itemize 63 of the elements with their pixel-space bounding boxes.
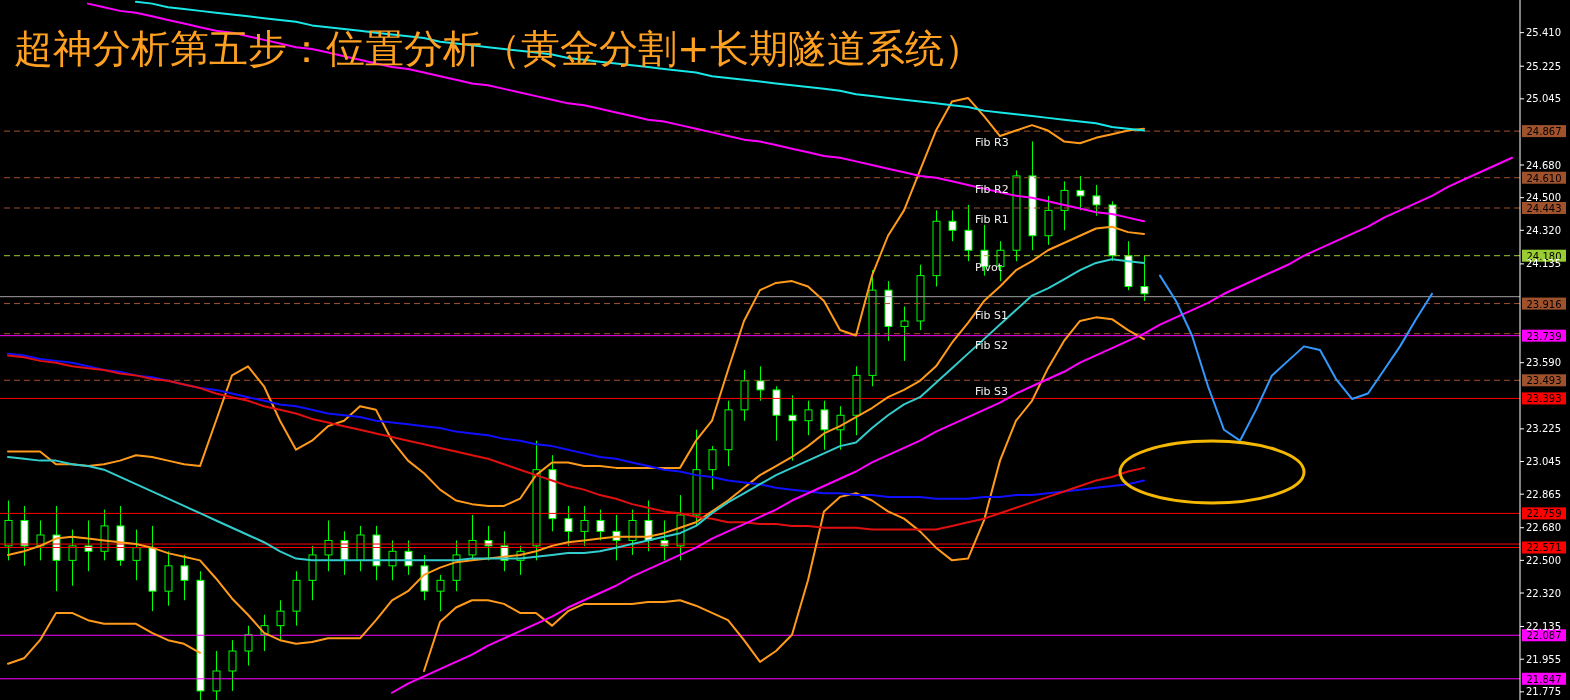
y-tick-label: 21.775 — [1526, 686, 1561, 698]
ref-line-label: 23.739 — [1526, 330, 1562, 342]
annotation: Fib S3 — [975, 385, 1009, 399]
candlestick — [1140, 255, 1149, 302]
annotation: Fib S2 — [975, 338, 1009, 352]
candlestick — [388, 539, 397, 581]
ref-line-label: 24.443 — [1526, 203, 1562, 215]
annotation: Fib R3 — [975, 136, 1009, 150]
y-tick-label: 22.865 — [1526, 488, 1561, 500]
y-tick-label: 21.955 — [1526, 653, 1561, 665]
candlestick — [964, 204, 973, 262]
ref-line-label: 22.571 — [1526, 542, 1562, 554]
candlestick — [1092, 184, 1101, 217]
candlestick — [756, 365, 765, 402]
y-tick-label: 24.320 — [1526, 224, 1561, 236]
line-series — [7, 352, 1145, 500]
ref-line-label: 24.610 — [1526, 172, 1562, 184]
y-tick-label: 22.680 — [1526, 522, 1561, 534]
candlestick — [580, 505, 589, 547]
line-series — [7, 354, 1145, 531]
candlestick — [708, 445, 717, 491]
candlestick — [404, 539, 413, 576]
y-tick-label: 23.225 — [1526, 423, 1561, 435]
candlestick — [948, 209, 957, 242]
candlestick — [628, 509, 637, 556]
y-tick-label: 22.500 — [1526, 554, 1561, 566]
y-tick-label: 22.320 — [1526, 587, 1561, 599]
candlestick — [1076, 175, 1085, 211]
candlestick — [596, 509, 605, 541]
candlestick — [180, 554, 189, 601]
annotation: Fib S1 — [975, 308, 1009, 322]
ref-line-label: 22.759 — [1526, 508, 1562, 520]
candlestick — [644, 500, 653, 552]
candlestick — [228, 639, 237, 692]
candlestick — [436, 574, 445, 612]
candlestick — [804, 400, 813, 436]
line-series — [7, 225, 1145, 645]
y-tick-label: 25.045 — [1526, 93, 1561, 105]
ref-line-label: 21.847 — [1526, 673, 1562, 685]
y-tick-label: 23.590 — [1526, 357, 1561, 369]
ref-line-label: 23.916 — [1526, 298, 1562, 310]
line-series — [7, 96, 1145, 507]
y-tick-label: 25.225 — [1526, 60, 1561, 72]
candlestick — [564, 505, 573, 547]
candlestick — [788, 394, 797, 462]
candlestick — [68, 529, 77, 587]
y-tick-label: 24.680 — [1526, 159, 1561, 171]
candlestick — [900, 305, 909, 362]
candlestick — [244, 625, 253, 667]
candlestick — [836, 405, 845, 451]
y-tick-label: 25.410 — [1526, 27, 1561, 39]
candlestick — [276, 599, 285, 641]
line-series — [1159, 274, 1433, 442]
ref-line-label: 23.493 — [1526, 375, 1562, 387]
candlestick — [820, 400, 829, 451]
ref-line-label: 22.087 — [1526, 630, 1562, 642]
ref-line-label: 24.867 — [1526, 126, 1562, 138]
y-tick-label: 24.500 — [1526, 192, 1561, 204]
y-tick-label: 23.045 — [1526, 456, 1561, 468]
candlestick — [84, 519, 93, 572]
ref-line-label: 23.393 — [1526, 393, 1562, 405]
candlestick — [132, 529, 141, 581]
annotation: Fib R1 — [975, 213, 1009, 227]
